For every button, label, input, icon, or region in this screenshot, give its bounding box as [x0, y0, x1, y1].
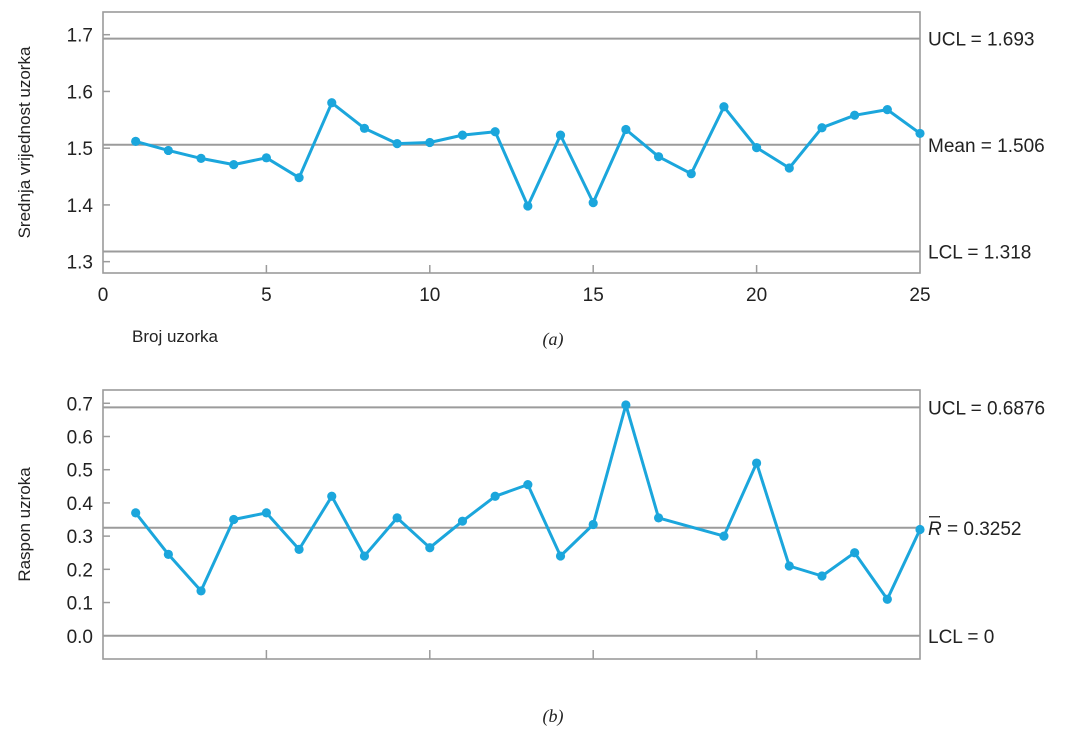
data-point	[425, 137, 435, 148]
data-point	[915, 128, 925, 139]
y-tick-label: 1.7	[67, 26, 93, 47]
data-point	[261, 508, 271, 518]
data-point	[359, 551, 370, 561]
control-label-r-bar: R = 0.3252	[928, 519, 1022, 540]
data-point	[359, 123, 370, 133]
data-point	[752, 143, 762, 153]
data-point	[457, 516, 468, 526]
data-point	[294, 173, 304, 183]
data-point	[131, 508, 141, 518]
y-tick-label: 0.4	[67, 494, 94, 515]
data-point	[653, 513, 664, 523]
data-point	[131, 136, 141, 146]
y-tick-label: 0.3	[67, 527, 93, 548]
data-point	[229, 514, 239, 525]
y-tick-label: 1.4	[67, 196, 94, 217]
data-point	[882, 104, 892, 115]
data-point	[490, 491, 500, 501]
series-line	[134, 403, 922, 601]
data-point	[523, 201, 533, 211]
data-point	[784, 561, 794, 571]
data-point	[850, 110, 860, 120]
plot-frame	[102, 11, 921, 274]
chart-panel-a: UCL = 1.693 Mean = 1.506 LCL = 1.318 1.3 1.4…	[15, 11, 1045, 346]
data-point	[555, 551, 566, 561]
data-point	[817, 123, 827, 133]
control-label-lcl: LCL = 0	[928, 627, 994, 648]
data-point	[392, 139, 402, 149]
y-tick-label: 0.7	[67, 394, 93, 415]
y-tick-label: 0.1	[67, 594, 93, 615]
data-point	[588, 519, 598, 530]
data-point	[457, 130, 468, 140]
data-point	[915, 524, 925, 535]
y-tick-label: 0.0	[67, 627, 93, 648]
control-label-lcl: LCL = 1.318	[928, 242, 1031, 263]
control-label-ucl: UCL = 1.693	[928, 30, 1035, 51]
data-point	[327, 491, 337, 501]
y-tick-label: 0.2	[67, 560, 93, 581]
data-point	[392, 513, 402, 523]
data-point	[882, 594, 892, 604]
x-tick-label: 10	[419, 285, 440, 306]
x-tick-label: 25	[909, 285, 930, 306]
data-point	[653, 152, 664, 162]
x-tick-label: 5	[261, 285, 272, 306]
data-point	[425, 543, 435, 553]
data-point	[294, 544, 304, 555]
rbar-symbol: R	[928, 519, 942, 540]
data-point	[817, 571, 827, 581]
x-tick-label: 0	[98, 285, 109, 306]
plot-frame	[102, 389, 921, 660]
x-tick-label: 20	[746, 285, 767, 306]
y-tick-label: 1.3	[67, 253, 93, 274]
data-point	[490, 127, 500, 137]
data-point	[752, 458, 762, 468]
y-axis-label: Raspon uzroka	[15, 467, 34, 582]
data-point	[621, 124, 631, 135]
series-line	[135, 101, 921, 208]
data-point	[719, 531, 729, 541]
x-axis-label: Broj uzorka	[132, 327, 219, 346]
control-label-ucl: UCL = 0.6876	[928, 398, 1045, 419]
y-tick-label: 0.5	[67, 461, 93, 482]
rbar-value: = 0.3252	[942, 519, 1022, 540]
data-point	[850, 548, 860, 558]
data-point	[196, 586, 206, 596]
data-point	[163, 549, 173, 559]
data-point	[686, 169, 696, 179]
data-point	[719, 102, 729, 112]
data-point	[621, 400, 631, 410]
data-point	[588, 198, 598, 208]
x-tick-label: 15	[583, 285, 604, 306]
data-point	[327, 98, 337, 108]
data-point	[163, 145, 173, 156]
panel-a-caption: (a)	[543, 329, 564, 350]
data-point	[229, 160, 239, 170]
panel-b-caption: (b)	[543, 706, 564, 727]
data-point	[523, 480, 533, 490]
y-tick-label: 1.5	[67, 139, 93, 160]
chart-panel-b: UCL = 0.6876 R = 0.3252 LCL = 0 0.0 0.1 0.2 0.…	[15, 389, 1045, 660]
data-point	[555, 130, 566, 140]
y-axis-label: Srednja vrijednost uzorka	[15, 46, 34, 238]
data-point	[784, 163, 794, 173]
y-tick-label: 1.6	[67, 82, 93, 103]
control-label-mean: Mean = 1.506	[928, 136, 1045, 157]
y-tick-label: 0.6	[67, 427, 93, 448]
data-point	[196, 153, 206, 163]
data-point	[261, 153, 271, 163]
